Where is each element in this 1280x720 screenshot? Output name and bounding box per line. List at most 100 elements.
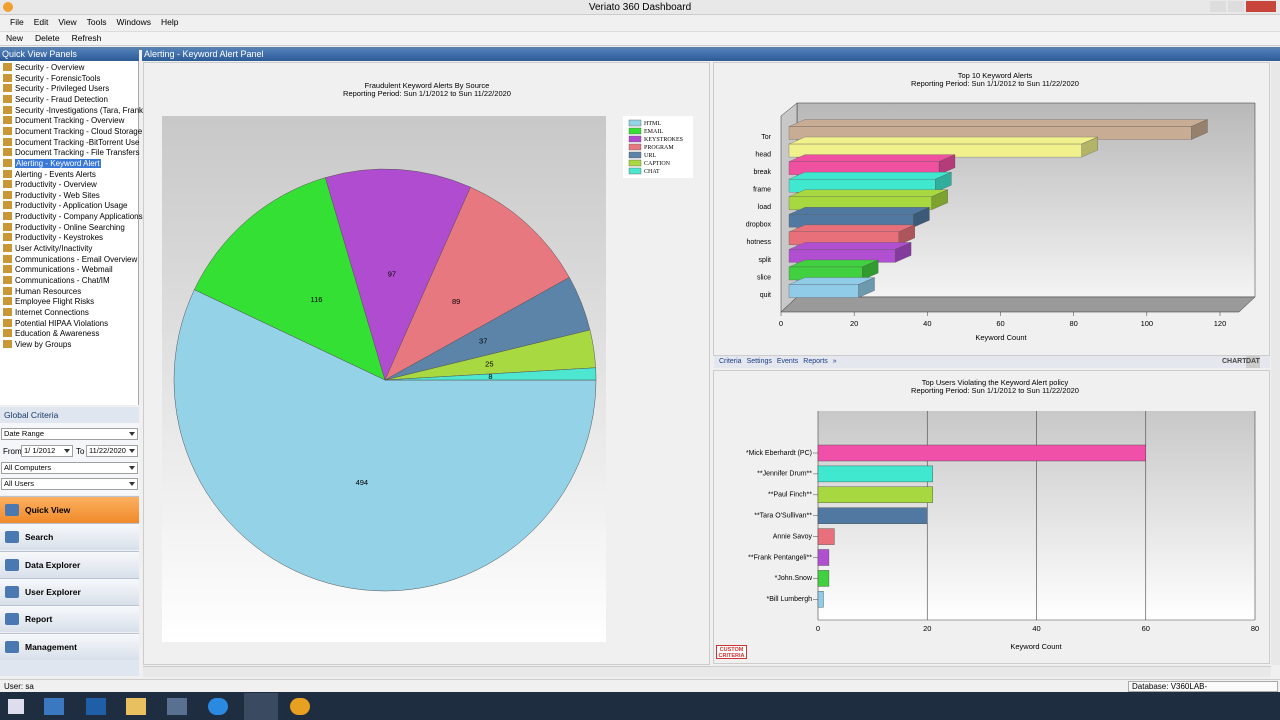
nav-label: Management [25,641,77,652]
tree-item[interactable]: Security -Investigations (Tara, Frank) [3,105,146,116]
dropdown[interactable]: Date Range [1,428,138,440]
bar-top [788,207,930,215]
tree-item[interactable]: Productivity - Online Searching [3,222,125,233]
dropdown[interactable]: All Users [1,478,138,490]
tab[interactable]: Reports [803,358,828,365]
value: 1/ 1/2012 [24,446,56,455]
tree-icon [3,329,12,338]
value: Date Range [4,429,45,438]
toolbar-button[interactable]: Delete [35,33,60,43]
floor [780,296,1256,313]
taskbar-icon[interactable] [167,698,187,715]
close[interactable] [1246,1,1276,12]
taskbar-icon[interactable] [86,698,106,715]
date-from[interactable]: 1/ 1/2012 [21,445,73,457]
y-tick-label: *Mick Eberhardt (PC) [746,450,812,457]
legend-label: CHAT [644,169,660,175]
menu-item[interactable]: File [10,17,24,27]
h-scrollbar[interactable] [143,666,1271,677]
tab[interactable]: Settings [746,358,772,365]
tree-item[interactable]: Communications - Email Overview [3,254,137,265]
scrollbar[interactable] [1271,62,1280,665]
date-to[interactable]: 11/22/2020 [86,445,138,457]
menu-item[interactable]: Tools [86,17,107,27]
tab[interactable]: Criteria [719,358,742,365]
y-tick-label: break [753,169,771,176]
tree-item[interactable]: Potential HIPAA Violations [3,318,109,329]
custom-criteria-badge[interactable]: CUSTOM CRITERIA [716,645,747,659]
start[interactable] [8,699,24,714]
tree-item[interactable]: Productivity - Company Applications [3,212,143,222]
nav-icon [5,640,19,653]
status-user: User: sa [4,682,34,691]
chart-subtitle: Reporting Period: Sun 1/1/2012 to Sun 11… [911,79,1079,88]
taskbar-icon[interactable] [290,698,310,715]
menu-item[interactable]: Edit [33,17,49,27]
menu-item[interactable]: Windows [116,17,151,27]
tree-item[interactable]: Productivity - Overview [3,180,97,190]
badge-line: CUSTOM [719,647,744,653]
tree-icon [3,339,12,348]
nav-button[interactable]: Search [0,523,139,551]
tree-item[interactable]: Human Resources [3,286,82,297]
tree-icon [3,84,12,93]
tree-item[interactable]: Internet Connections [3,307,89,318]
tree-item[interactable]: Communications - Webmail [3,265,113,275]
legend-swatch [628,167,642,175]
label: From [3,447,22,456]
menu-item[interactable]: View [58,17,77,27]
value: 11/22/2020 [89,446,126,455]
taskbar-icon[interactable] [208,698,228,715]
tree-item[interactable]: Communications - Chat/IM [3,276,110,286]
view-tab[interactable]: CHART [1222,358,1247,365]
tree-item[interactable]: Security - Privileged Users [3,84,109,94]
data-label: 494 [356,478,369,487]
taskbar-icon[interactable] [244,693,278,720]
tree-item[interactable]: Document Tracking - Overview [3,116,124,126]
tab[interactable]: » [832,358,837,365]
tree-item[interactable]: Document Tracking -BitTorrent Use [3,137,140,148]
minimize[interactable] [1210,1,1226,12]
taskbar-icon[interactable] [126,698,146,715]
legend-swatch [628,143,642,151]
tree-item[interactable]: User Activity/Inactivity [3,244,92,254]
tree-item[interactable]: Document Tracking - File Transfers [3,148,139,158]
y-tick-label: *John.Snow [775,575,813,582]
tree-item[interactable]: Productivity - Keystrokes [3,233,103,243]
pie-slice [173,289,597,592]
tree-item[interactable]: Alerting - Events Alerts [3,169,96,180]
nav-button[interactable]: Management [0,632,139,660]
tab[interactable]: Events [776,358,799,365]
tree-icon [3,158,12,167]
tree-item[interactable]: Productivity - Web Sites [3,190,100,201]
tree-icon [3,190,12,199]
tree-item[interactable]: View by Groups [3,339,71,350]
x-tick-label: 40 [1032,624,1040,633]
nav-button[interactable]: Data Explorer [0,550,139,578]
menu-item[interactable]: Help [160,17,179,27]
tree-label: Potential HIPAA Violations [15,318,109,328]
bar [817,549,830,566]
tree-label: Human Resources [15,286,82,296]
maximize[interactable] [1228,1,1244,12]
toolbar-button[interactable]: New [6,33,24,43]
nav-button[interactable]: Quick View [0,496,139,523]
tree-item[interactable]: Security - Overview [3,63,84,73]
nav-button[interactable]: Report [0,605,139,633]
nav-button[interactable]: User Explorer [0,577,139,605]
toolbar-button[interactable]: Refresh [71,33,102,43]
tree-item[interactable]: Education & Awareness [3,329,99,339]
tree-item[interactable]: Alerting - Keyword Alert [3,158,101,169]
tree-item[interactable]: Employee Flight Risks [3,297,94,307]
dropdown[interactable]: All Computers [1,462,138,474]
tree-item[interactable]: Security - ForensicTools [3,73,100,84]
tree-item[interactable]: Productivity - Application Usage [3,201,128,211]
x-tick-label: 20 [923,624,931,633]
tree-item[interactable]: Security - Fraud Detection [3,94,108,105]
bar-side-shade [935,172,952,193]
view-tab[interactable]: DAT [1246,356,1260,368]
y-tick-label: slice [757,274,771,281]
tree-item[interactable]: Document Tracking - Cloud Storage [3,126,142,137]
taskbar-icon[interactable] [44,698,64,715]
tree-label: Communications - Chat/IM [15,276,110,285]
